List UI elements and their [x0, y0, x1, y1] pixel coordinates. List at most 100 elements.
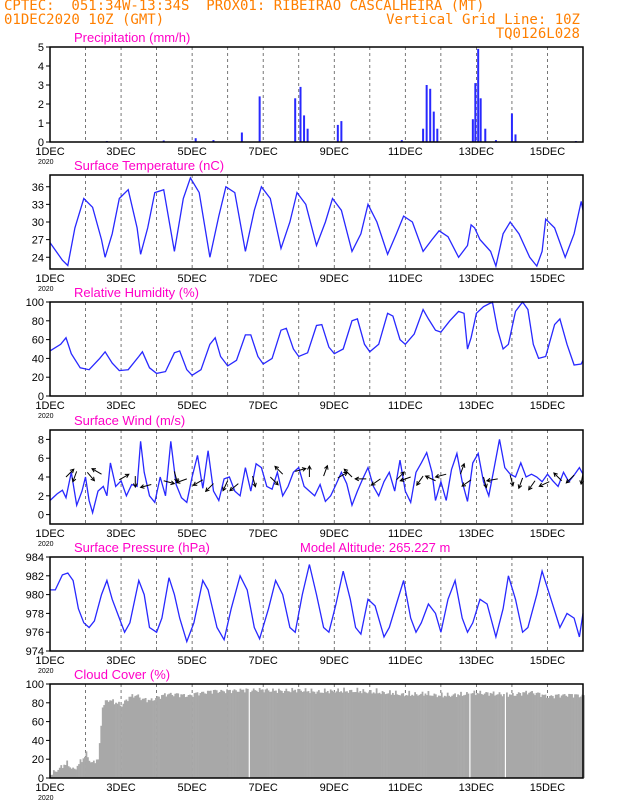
cloud-bar — [230, 693, 233, 778]
cloud-bar — [520, 695, 523, 778]
cloud-bar — [457, 694, 459, 778]
cloud-bar — [112, 699, 114, 778]
cloud-bar — [239, 688, 242, 778]
cloud-bar — [82, 758, 85, 778]
wind-arrow — [222, 480, 229, 491]
wind-arrow-head — [424, 475, 430, 480]
precip-bar — [432, 111, 435, 142]
x-tick-label: 11DEC — [388, 655, 423, 667]
cloud-bar — [64, 764, 67, 778]
cloud-bar — [214, 689, 217, 778]
precip-bar — [429, 88, 432, 142]
cloud-bar — [319, 692, 322, 778]
cloud-bar — [421, 691, 424, 778]
cloud-bar — [129, 696, 132, 778]
cloud-bar — [61, 768, 64, 778]
cloud-bar — [289, 692, 292, 778]
panel-title: Cloud Cover (%) — [74, 667, 170, 682]
cloud-bar — [449, 696, 452, 778]
x-tick-label: 13DEC — [459, 528, 495, 540]
cloud-bar — [332, 691, 335, 778]
cloud-bar — [430, 695, 433, 778]
cloud-bar — [307, 691, 310, 778]
y-tick-label: 978 — [26, 608, 44, 620]
cloud-bar — [431, 695, 434, 778]
cloud-bar — [433, 693, 436, 778]
cloud-bar — [320, 692, 323, 778]
cloud-bar — [440, 692, 443, 778]
cloud-bar — [186, 696, 188, 778]
header-line-1: CPTEC: 051:34W-13:34S PROX01: RIBEIRAO C… — [4, 0, 485, 14]
x-tick-label: 1DEC — [35, 528, 64, 540]
x-tick-label: 5DEC — [177, 400, 206, 412]
wind-arrow — [163, 480, 175, 485]
x-tick-label: 7DEC — [249, 655, 278, 667]
wind-arrow-head — [354, 476, 360, 482]
cloud-bar — [406, 695, 409, 778]
y-tick-label: 984 — [26, 552, 44, 564]
cloud-bar — [79, 759, 82, 778]
cloud-bar — [529, 691, 532, 778]
cloud-bar — [418, 694, 421, 778]
cloud-bar — [292, 690, 295, 778]
y-tick-label: 60 — [32, 717, 44, 729]
cloud-bar — [557, 694, 560, 778]
wind-arrow — [518, 477, 524, 489]
cloud-bar — [98, 743, 101, 778]
x-tick-label: 15DEC — [530, 655, 566, 667]
panel-frame — [49, 429, 584, 525]
cloud-bar — [94, 763, 97, 778]
cloud-bar — [498, 692, 501, 778]
cloud-bar — [343, 687, 345, 778]
cloud-bar — [357, 692, 360, 778]
wind-arrow-head — [301, 467, 307, 472]
y-tick-label: 30 — [32, 217, 44, 229]
cloud-bar — [411, 694, 414, 778]
wind-arrow — [459, 463, 465, 475]
cloud-bar — [206, 690, 209, 778]
cloud-bar — [374, 693, 377, 778]
cloud-bar — [209, 690, 212, 778]
panel-frame — [49, 556, 584, 652]
cloud-bar — [252, 688, 255, 778]
cloud-bar — [304, 688, 307, 778]
cloud-bar — [312, 691, 314, 778]
cloud-bar — [471, 693, 474, 778]
y-tick-label: 976 — [26, 627, 44, 639]
wind-arrow — [486, 478, 498, 482]
cloud-bar — [103, 705, 106, 778]
y-tick-label: 974 — [26, 646, 44, 658]
cloud-bar — [126, 701, 129, 778]
cloud-bar — [566, 696, 569, 778]
y-tick-label: 80 — [32, 698, 44, 710]
cloud-bar — [553, 698, 556, 778]
wind-arrow-head — [400, 471, 405, 477]
precip-bar — [400, 140, 403, 142]
cloud-bar — [563, 694, 566, 778]
cloud-bar — [350, 689, 353, 778]
y-tick-label: 3 — [38, 80, 44, 92]
cloud-bar — [181, 694, 184, 778]
cloud-bar — [420, 693, 422, 778]
cloud-bar — [489, 692, 492, 778]
cloud-bar — [91, 762, 94, 778]
cloud-bar — [132, 697, 135, 778]
x-tick-label: 3DEC — [106, 146, 135, 158]
cloud-bar — [371, 693, 374, 778]
cloud-bar — [503, 694, 505, 778]
cloud-bar — [436, 697, 439, 778]
cloud-bar — [288, 691, 291, 778]
precip-bar — [194, 138, 197, 142]
wind-arrow-head — [139, 484, 145, 489]
precip-bar — [479, 98, 482, 142]
y-tick-label: 24 — [32, 252, 44, 264]
cloud-bar — [101, 707, 104, 778]
cloud-bar — [155, 697, 157, 778]
wind-arrow-head — [222, 486, 227, 492]
wind-arrow-head — [399, 477, 405, 482]
panel-2: 1DEC 3DEC 5DEC 7DEC 9DEC 11DEC 13DEC 15DEC 2020 2… — [32, 158, 584, 293]
wind-arrow — [323, 465, 328, 477]
cloud-bar — [54, 771, 57, 778]
cloud-bar — [166, 694, 169, 778]
x-tick-label: 9DEC — [320, 655, 349, 667]
